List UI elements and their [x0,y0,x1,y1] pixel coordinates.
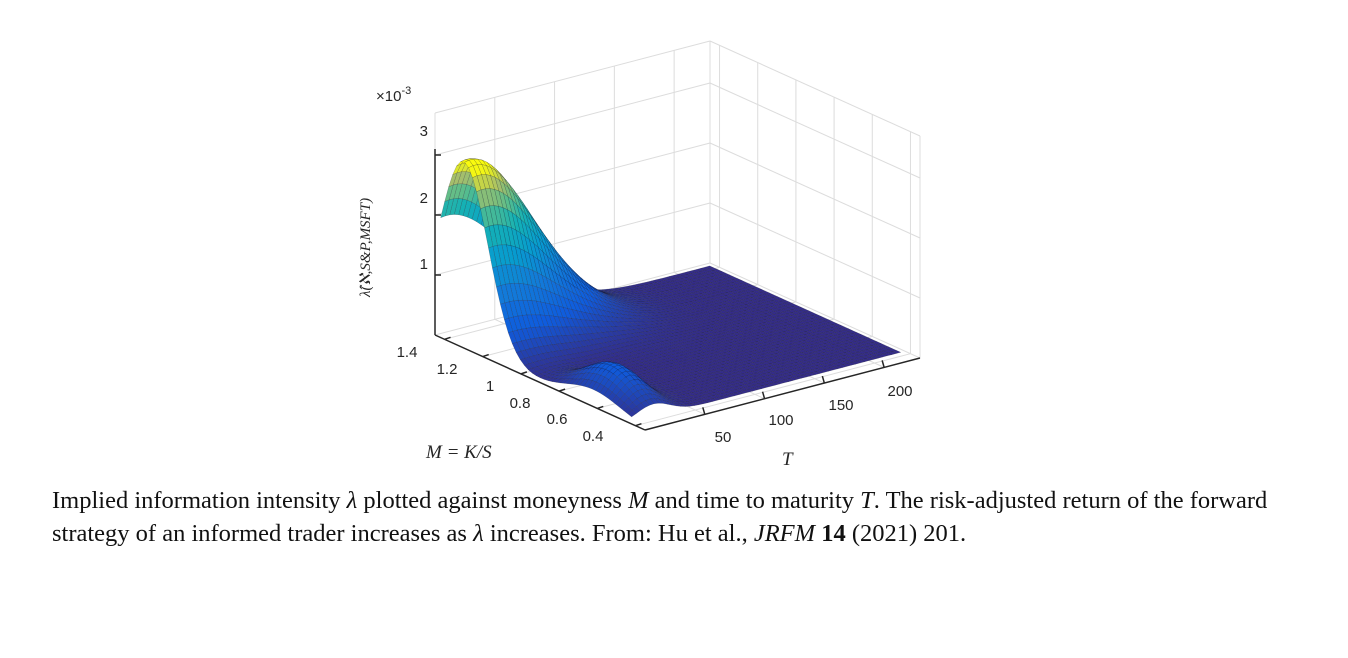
x-tick-mark [597,405,604,410]
grid-line [709,142,921,239]
grid-line [709,82,921,179]
x-tick-mark [444,336,451,341]
grid-line [709,262,921,359]
caption-text: increases. From: Hu et al., [483,520,754,547]
y-tick-label: 50 [715,429,732,446]
caption-text: Implied information intensity [52,487,347,514]
surface-patch [627,409,637,418]
z-scale-base: ×10 [376,88,401,105]
x-tick-label: 0.6 [547,411,568,428]
z-tick-label: 1 [420,256,428,273]
caption-text: . The risk-adjusted return of the forwar… [52,487,1268,547]
z-tick-label: 3 [420,123,428,140]
symbol-t: T [860,487,874,514]
caption-text: and time to maturity [648,487,861,514]
y-tick-mark [881,360,885,368]
symbol-m: M [628,487,649,514]
grid-line [434,40,711,114]
symbol-lambda: λ [346,487,358,514]
x-tick-label: 1 [486,378,494,395]
surface-plot: 3 2 1 ×10-3 λ̂(ℵ,S&P,MSFT) 1.4 1.2 1 0.8… [340,35,940,475]
z-axis-label: λ̂(ℵ,S&P,MSFT) [358,198,374,298]
caption-text: plotted against moneyness [357,487,629,514]
x-tick-mark [635,422,642,427]
y-tick-label: 150 [828,397,853,414]
x-axis-line [434,334,646,431]
x-tick-label: 0.8 [510,395,531,412]
y-tick-label: 200 [887,383,912,400]
grid-line [709,40,921,137]
journal-name: JRFM [753,520,816,547]
grid-line [709,202,921,299]
x-tick-label: 1.4 [397,344,418,361]
z-tick-label: 2 [420,190,428,207]
figure-caption: Implied information intensity λ plotted … [52,484,1302,550]
x-tick-mark [482,353,489,358]
x-tick-mark [558,388,566,392]
y-tick-mark [702,407,706,415]
surface-mesh [440,158,902,418]
grid-line [635,353,911,427]
journal-volume: 14 [821,520,846,547]
x-tick-label: 1.2 [437,361,458,378]
axes-lines [434,149,921,431]
symbol-lambda: λ [473,520,484,547]
x-tick-label: 0.4 [583,428,604,445]
plot-canvas: 3 2 1 ×10-3 λ̂(ℵ,S&P,MSFT) 1.4 1.2 1 0.8… [358,40,921,470]
y-axis-line [644,357,921,431]
z-scale-label: ×10-3 [376,85,411,105]
y-axis-label: T [782,449,794,470]
grid-line [434,82,711,156]
grid-line [434,202,711,276]
y-tick-mark [821,375,826,384]
y-tick-label: 100 [768,412,793,429]
x-axis-label: M = K/S [425,442,492,463]
y-tick-mark [761,391,766,399]
caption-text: (2021) 201. [845,520,967,547]
z-scale-exponent: -3 [401,85,411,97]
x-tick-mark [520,371,528,375]
